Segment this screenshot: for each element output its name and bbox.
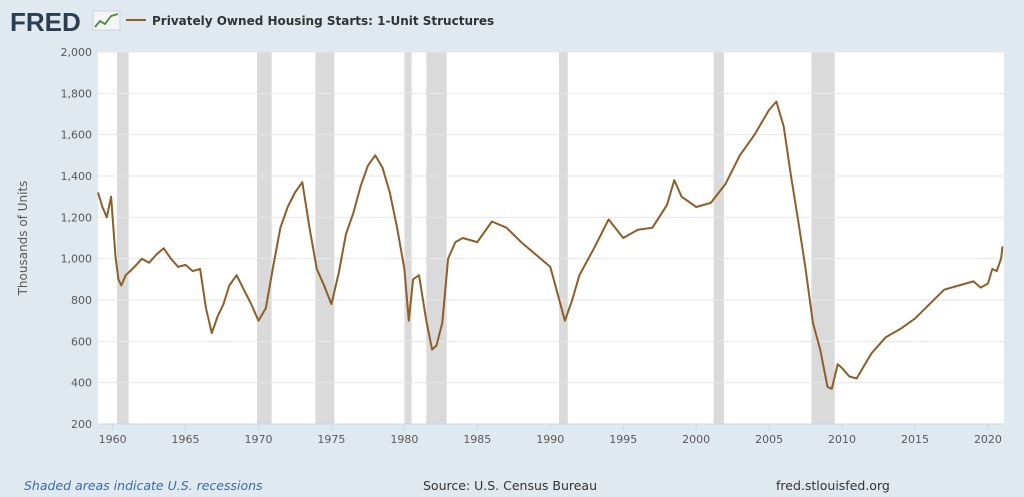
y-tick-label-9: 2,000 (61, 46, 93, 59)
x-tick-label-1: 1965 (172, 433, 200, 446)
recession-note-link[interactable]: Shaded areas indicate U.S. recessions (24, 478, 263, 493)
plot-area (98, 52, 1004, 424)
recession-band-6 (713, 52, 724, 424)
x-tick-label-3: 1975 (317, 433, 345, 446)
recession-band-0 (116, 52, 129, 424)
recession-band-7 (811, 52, 835, 424)
y-tick-label-5: 1,200 (61, 211, 93, 224)
y-tick-label-8: 1,800 (61, 87, 93, 100)
x-tick-label-11: 2015 (901, 433, 929, 446)
recession-band-1 (257, 52, 272, 424)
recession-band-3 (404, 52, 412, 424)
x-tick-label-8: 2000 (682, 433, 710, 446)
fred-logo-graph-icon (92, 10, 121, 31)
x-tick-label-2: 1970 (244, 433, 272, 446)
recession-band-5 (559, 52, 568, 424)
y-tick-label-4: 1,000 (61, 253, 93, 266)
x-axis-ticks: 1960 1965 1970 1975 1980 1985 1990 1995 2000 2005… (98, 423, 1004, 446)
series-layer (97, 100, 1004, 390)
series-line-0 (97, 100, 1004, 390)
x-tick-label-6: 1990 (536, 433, 564, 446)
y-tick-label-6: 1,400 (61, 170, 93, 183)
recession-band-2 (315, 52, 335, 424)
y-tick-label-0: 200 (71, 418, 92, 431)
y-axis-title: Thousands of Units (16, 181, 30, 297)
recession-band-4 (426, 52, 447, 424)
y-tick-label-1: 400 (71, 377, 92, 390)
x-tick-label-4: 1980 (390, 433, 418, 446)
x-tick-label-0: 1960 (99, 433, 127, 446)
fred-url-link[interactable]: fred.stlouisfed.org (776, 478, 890, 493)
x-tick-label-7: 1995 (609, 433, 637, 446)
x-tick-label-12: 2020 (974, 433, 1002, 446)
y-tick-label-3: 800 (71, 294, 92, 307)
footer: Shaded areas indicate U.S. recessions So… (0, 476, 1024, 496)
fred-logo: FRED (10, 7, 81, 37)
x-tick-label-5: 1985 (463, 433, 491, 446)
y-tick-label-7: 1,600 (61, 129, 93, 142)
x-tick-label-9: 2005 (755, 433, 783, 446)
source-text: Source: U.S. Census Bureau (423, 478, 598, 493)
x-tick-label-10: 2010 (828, 433, 856, 446)
y-tick-label-2: 600 (71, 335, 92, 348)
recession-bands (116, 52, 835, 424)
legend-label: Privately Owned Housing Starts: 1-Unit S… (152, 14, 494, 28)
y-axis-ticks: 200 400 600 800 1,000 1,200 1,400 1,600 1,800 2,0… (61, 46, 93, 431)
